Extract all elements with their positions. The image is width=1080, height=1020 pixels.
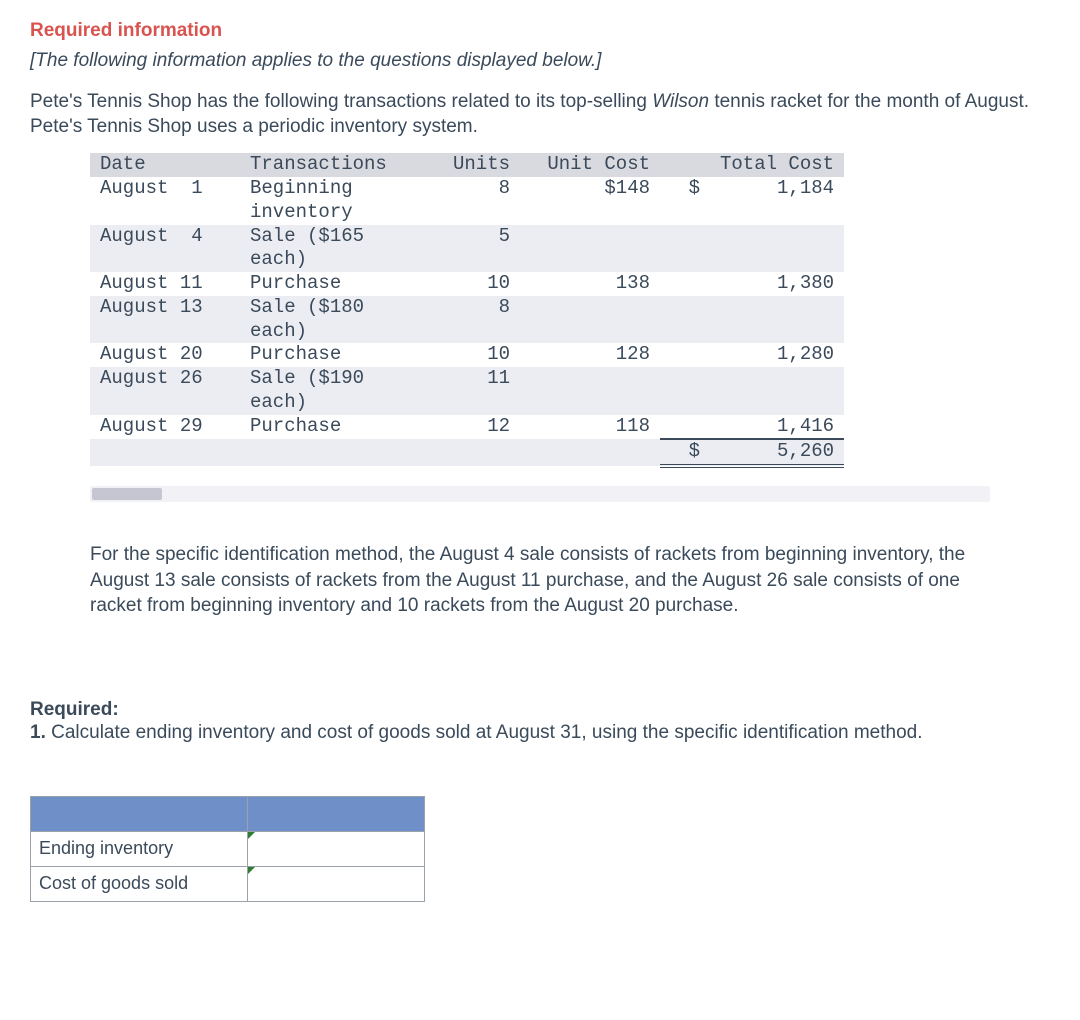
table-cell: August 11 <box>90 272 240 296</box>
table-cell: 138 <box>520 272 660 296</box>
table-cell: 10 <box>420 343 520 367</box>
table-cell: 1,380 <box>710 272 844 296</box>
hdr-units: Units <box>420 153 520 177</box>
table-cell: 12 <box>420 415 520 440</box>
table-cell: August 29 <box>90 415 240 440</box>
input-ending-inventory[interactable] <box>248 831 425 866</box>
table-cell: 10 <box>420 272 520 296</box>
table-cell: 118 <box>520 415 660 440</box>
answer-row-cogs: Cost of goods sold <box>31 866 425 901</box>
table-total-row: $ 5,260 <box>90 439 844 466</box>
table-header-row: Date Transactions Units Unit Cost Total … <box>90 153 844 177</box>
total-sym: $ <box>660 439 710 466</box>
table-row: August 4Sale ($165 each)5 <box>90 225 844 273</box>
table-cell: Purchase <box>240 343 420 367</box>
table-row: August 1Beginning inventory8$148$1,184 <box>90 177 844 225</box>
table-cell: Sale ($180 each) <box>240 296 420 344</box>
table-cell <box>660 272 710 296</box>
answer-header-blank-1 <box>31 796 248 831</box>
table-cell <box>520 296 660 344</box>
hdr-date: Date <box>90 153 240 177</box>
specific-identification-note: For the specific identification method, … <box>90 542 990 619</box>
intro-wilson: Wilson <box>652 91 709 112</box>
scrollbar-thumb[interactable] <box>92 488 162 500</box>
answer-header-row <box>31 796 425 831</box>
table-cell <box>660 225 710 273</box>
table-cell: August 20 <box>90 343 240 367</box>
hdr-unit-cost: Unit Cost <box>520 153 660 177</box>
answer-table: Ending inventory Cost of goods sold <box>30 796 425 902</box>
question-1: 1. Calculate ending inventory and cost o… <box>30 721 1050 746</box>
answer-row-ending-inventory: Ending inventory <box>31 831 425 866</box>
input-marker-icon <box>248 832 255 839</box>
question-number: 1. <box>30 722 51 743</box>
table-cell: 128 <box>520 343 660 367</box>
table-cell: August 4 <box>90 225 240 273</box>
table-row: August 13Sale ($180 each)8 <box>90 296 844 344</box>
table-scrollbar[interactable] <box>90 486 990 502</box>
table-cell: 8 <box>420 177 520 225</box>
table-cell: 1,184 <box>710 177 844 225</box>
answer-header-blank-2 <box>248 796 425 831</box>
table-row: August 26Sale ($190 each)11 <box>90 367 844 415</box>
table-cell: August 13 <box>90 296 240 344</box>
table-cell: Sale ($165 each) <box>240 225 420 273</box>
table-cell <box>660 367 710 415</box>
table-cell <box>710 296 844 344</box>
intro-text-a: Pete's Tennis Shop has the following tra… <box>30 91 652 112</box>
intro-paragraph: Pete's Tennis Shop has the following tra… <box>30 90 1050 139</box>
table-cell <box>660 296 710 344</box>
table-cell <box>520 367 660 415</box>
table-cell: 5 <box>420 225 520 273</box>
question-text: Calculate ending inventory and cost of g… <box>51 722 922 743</box>
table-cell: $ <box>660 177 710 225</box>
input-cogs[interactable] <box>248 866 425 901</box>
table-row: August 11Purchase10138 1,380 <box>90 272 844 296</box>
table-cell <box>710 225 844 273</box>
table-cell: Purchase <box>240 272 420 296</box>
input-marker-icon <box>248 867 255 874</box>
table-cell: 8 <box>420 296 520 344</box>
applies-note: [The following information applies to th… <box>30 50 1050 72</box>
table-cell: 1,416 <box>710 415 844 440</box>
label-ending-inventory: Ending inventory <box>31 831 248 866</box>
table-cell <box>660 343 710 367</box>
table-cell: 11 <box>420 367 520 415</box>
table-cell: August 1 <box>90 177 240 225</box>
hdr-tc-sym <box>660 153 710 177</box>
total-val: 5,260 <box>710 439 844 466</box>
label-cogs: Cost of goods sold <box>31 866 248 901</box>
table-row: August 29Purchase12118 1,416 <box>90 415 844 440</box>
table-cell: Beginning inventory <box>240 177 420 225</box>
transactions-table: Date Transactions Units Unit Cost Total … <box>90 153 844 468</box>
hdr-trans: Transactions <box>240 153 420 177</box>
table-cell: August 26 <box>90 367 240 415</box>
table-cell: Purchase <box>240 415 420 440</box>
table-cell: 1,280 <box>710 343 844 367</box>
table-cell <box>520 225 660 273</box>
table-cell <box>660 415 710 440</box>
required-label: Required: <box>30 699 1050 721</box>
table-cell: Sale ($190 each) <box>240 367 420 415</box>
table-cell: $148 <box>520 177 660 225</box>
table-row: August 20Purchase10128 1,280 <box>90 343 844 367</box>
table-cell <box>710 367 844 415</box>
hdr-total-cost: Total Cost <box>710 153 844 177</box>
required-information-heading: Required information <box>30 20 1050 42</box>
